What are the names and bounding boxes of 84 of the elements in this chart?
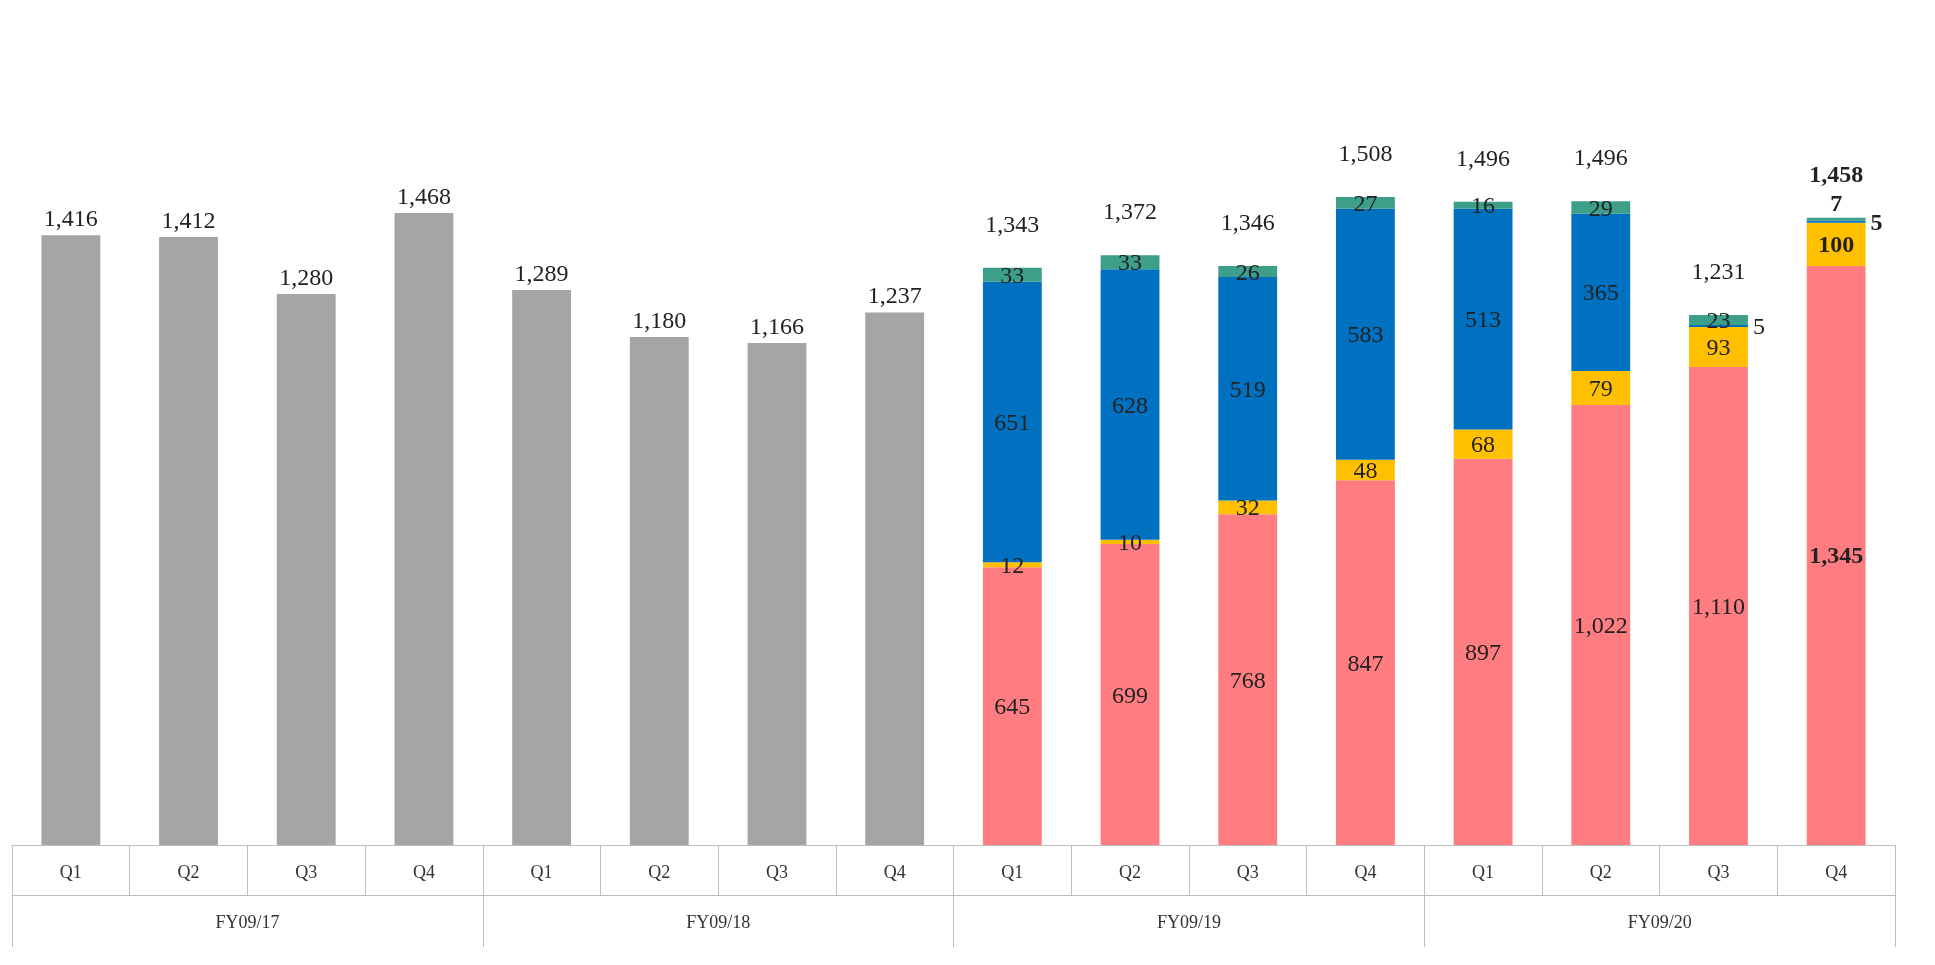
data-label: 768 <box>1229 666 1266 693</box>
data-label: 68 <box>1471 431 1496 458</box>
data-label: 1,412 <box>161 207 216 234</box>
data-label: 79 <box>1588 374 1613 401</box>
x-tick-label: Q2 <box>177 862 200 882</box>
total-label: 1,346 <box>1220 208 1275 235</box>
data-label: 5 <box>1870 208 1883 235</box>
data-label: 33 <box>1118 249 1143 276</box>
x-tick-label: Q1 <box>1472 862 1495 882</box>
data-label: 48 <box>1353 456 1378 483</box>
total-label: 1,496 <box>1573 144 1628 171</box>
x-tick-label: Q2 <box>648 862 671 882</box>
data-label: 1,416 <box>43 205 98 232</box>
bar <box>159 237 218 845</box>
x-tick-label: Q2 <box>1589 862 1612 882</box>
bar <box>41 235 101 845</box>
data-label: 847 <box>1347 649 1384 676</box>
bar <box>1689 367 1748 845</box>
data-label: 29 <box>1588 194 1613 221</box>
bar <box>1218 514 1278 845</box>
total-label: 1,508 <box>1338 140 1393 167</box>
text: FY09/19 <box>1156 912 1221 932</box>
x-tick-label: Q3 <box>295 862 318 882</box>
bar <box>865 312 925 845</box>
x-tick-label: Q4 <box>412 862 435 882</box>
data-label: 23 <box>1706 306 1731 333</box>
bar <box>1571 370 1631 405</box>
x-tick-label: Q3 <box>765 862 788 882</box>
data-label: 365 <box>1582 279 1619 306</box>
text: FY09/20 <box>1627 912 1692 932</box>
data-label: 583 <box>1347 321 1384 348</box>
data-label: 897 <box>1465 638 1502 665</box>
data-label: 5 <box>1752 312 1765 339</box>
bar <box>1571 404 1631 845</box>
data-label: 1,022 <box>1573 611 1628 638</box>
data-label: 7 <box>1830 189 1843 216</box>
data-label: 513 <box>1465 306 1502 333</box>
bar <box>747 342 807 845</box>
data-label: 1,468 <box>396 182 451 209</box>
x-tick-label: Q3 <box>1236 862 1259 882</box>
bar <box>1689 327 1748 368</box>
total-label: 1,372 <box>1103 198 1158 225</box>
data-label: 519 <box>1229 375 1266 402</box>
data-label: 12 <box>1000 551 1025 578</box>
x-tick-label: Q2 <box>1119 862 1142 882</box>
data-label: 651 <box>994 408 1031 435</box>
bar <box>1335 480 1395 845</box>
text: FY09/17 <box>215 912 280 932</box>
data-label: 1,289 <box>514 260 569 287</box>
data-label: 1,110 <box>1691 593 1746 620</box>
total-label: 1,343 <box>985 210 1040 237</box>
data-label: 645 <box>994 693 1031 720</box>
total-label: 1,458 <box>1809 160 1864 187</box>
bar <box>276 293 336 845</box>
data-label: 1,280 <box>279 263 334 290</box>
x-tick-label: Q4 <box>1825 862 1848 882</box>
data-label: 33 <box>1000 261 1025 288</box>
total-label: 1,496 <box>1456 144 1511 171</box>
data-label: 1,166 <box>749 312 804 339</box>
data-label: 1,237 <box>867 282 922 309</box>
bar <box>1335 197 1395 209</box>
data-label: 1,180 <box>632 306 687 333</box>
data-label: 1,345 <box>1809 542 1864 569</box>
data-label: 93 <box>1706 334 1731 361</box>
data-label: 628 <box>1112 391 1149 418</box>
bar <box>629 336 689 845</box>
data-label: 32 <box>1235 494 1260 521</box>
x-tick-label: Q1 <box>530 862 553 882</box>
data-label: 10 <box>1118 528 1143 555</box>
x-tick-label: Q3 <box>1707 862 1730 882</box>
total-label: 1,231 <box>1691 257 1746 284</box>
text: FY09/18 <box>686 912 751 932</box>
data-label: 100 <box>1818 231 1855 258</box>
data-label: 27 <box>1353 189 1378 216</box>
x-tick-label: Q4 <box>1354 862 1377 882</box>
bar <box>394 212 454 845</box>
x-tick-label: Q1 <box>59 862 82 882</box>
bar <box>1806 265 1866 845</box>
bar <box>512 290 572 845</box>
x-tick-label: Q4 <box>883 862 906 882</box>
data-label: 26 <box>1235 258 1260 285</box>
x-tick-label: Q1 <box>1001 862 1024 882</box>
bar <box>1453 458 1513 845</box>
data-label: 699 <box>1112 681 1149 708</box>
